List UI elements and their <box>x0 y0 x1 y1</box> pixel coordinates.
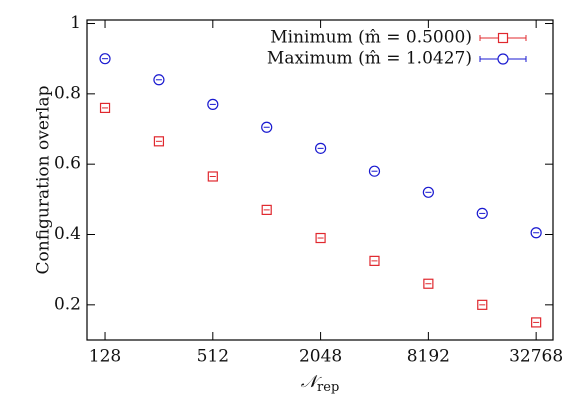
point <box>423 278 434 289</box>
x-tick-label: 512 <box>197 347 229 367</box>
point <box>531 317 542 328</box>
y-tick-label: 0.2 <box>54 294 81 314</box>
x-tick-label: 128 <box>89 347 121 367</box>
point <box>476 207 488 220</box>
legend-label: Maximum (m̂ = 1.0427) <box>267 49 472 69</box>
point <box>207 98 219 110</box>
x-tick-label: 2048 <box>299 347 342 367</box>
point <box>153 136 165 147</box>
y-tick-label: 1 <box>70 13 81 33</box>
point <box>530 227 542 239</box>
x-tick-label: 32768 <box>509 347 563 367</box>
y-axis-label: Configuration overlap <box>34 85 54 274</box>
x-axis-label: 𝒩rep <box>301 372 340 395</box>
point <box>207 171 218 182</box>
point <box>368 165 381 177</box>
point <box>422 186 434 198</box>
y-tick-label: 0.4 <box>54 224 81 244</box>
legend-marker <box>497 32 509 44</box>
plot-frame <box>86 19 554 341</box>
point <box>99 102 111 114</box>
point <box>261 121 273 133</box>
legend-marker <box>497 53 509 65</box>
legend-label: Minimum (m̂ = 0.5000) <box>270 28 472 48</box>
point <box>153 74 165 86</box>
x-tick-label: 8192 <box>407 347 450 367</box>
x-axis-label-sub: rep <box>317 380 339 395</box>
point <box>369 255 380 266</box>
point <box>99 53 111 65</box>
point <box>314 142 327 154</box>
point <box>261 204 272 215</box>
point <box>315 232 326 244</box>
y-tick-label: 0.6 <box>54 154 81 174</box>
point <box>477 299 488 310</box>
y-tick-label: 0.8 <box>54 83 81 103</box>
